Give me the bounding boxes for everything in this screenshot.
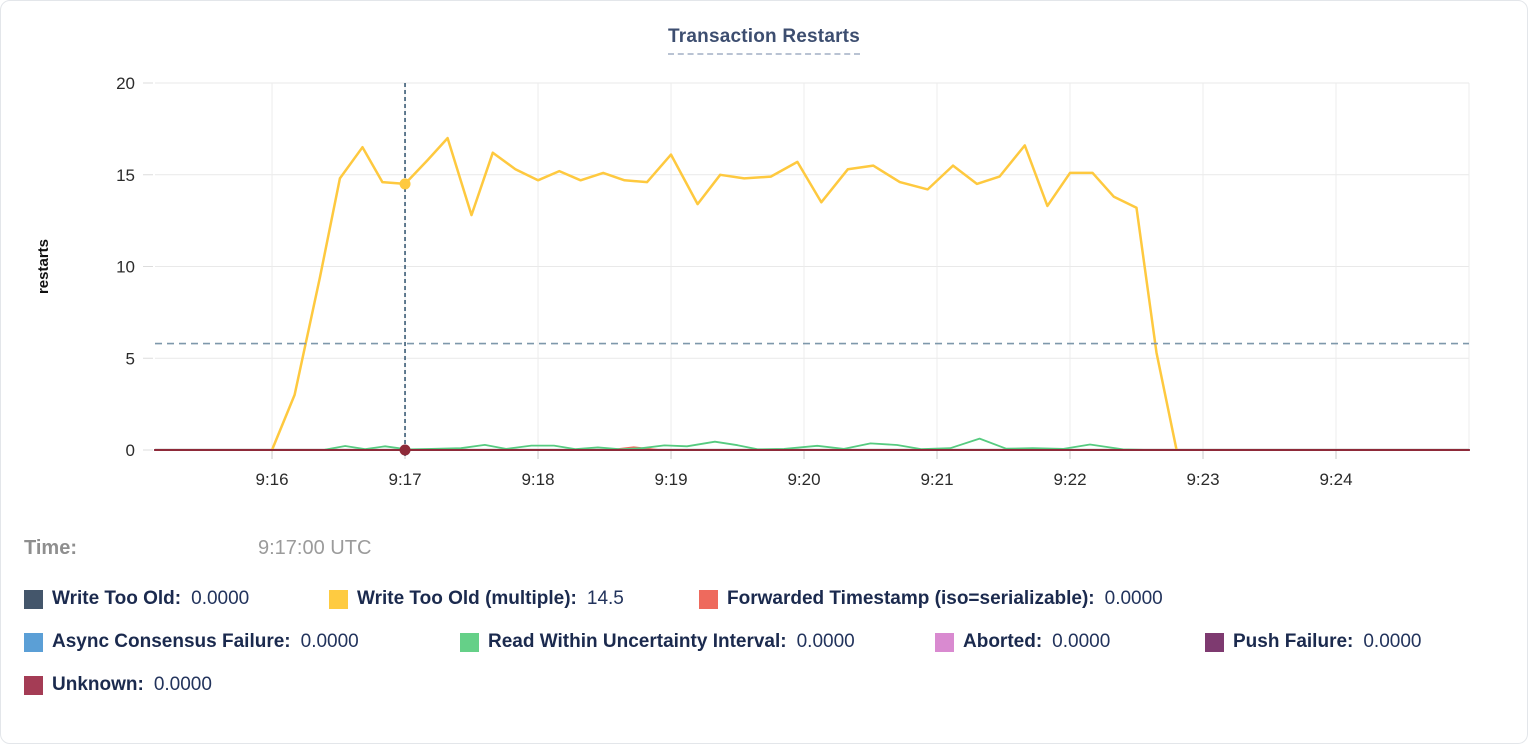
x-tick-label: 9:21 xyxy=(920,470,953,489)
legend-label: Async Consensus Failure: xyxy=(52,631,291,652)
legend-swatch xyxy=(1205,632,1224,652)
tooltip-time-label: Time: xyxy=(24,537,77,559)
legend-value: 0.0000 xyxy=(1052,631,1111,652)
tooltip-time-value: 9:17:00 UTC xyxy=(258,537,372,559)
legend-item-aborted: Aborted: 0.0000 xyxy=(935,631,1205,653)
y-tick-label: 20 xyxy=(116,74,135,93)
chart-title-text[interactable]: Transaction Restarts xyxy=(668,26,860,55)
legend-value: 0.0000 xyxy=(796,631,855,652)
legend-swatch xyxy=(24,632,43,652)
y-tick-label: 0 xyxy=(126,441,135,460)
legend-label: Unknown: xyxy=(52,674,144,695)
legend-value: 14.5 xyxy=(586,588,624,609)
x-tick-label: 9:16 xyxy=(255,470,288,489)
series-line-write-too-old-multiple- xyxy=(270,136,1178,452)
legend-value: 0.0000 xyxy=(191,588,250,609)
legend-value: 0.0000 xyxy=(1363,631,1422,652)
x-tick-label: 9:22 xyxy=(1053,470,1086,489)
chart-title: Transaction Restarts xyxy=(0,26,1528,55)
transaction-restarts-chart[interactable]: 0 5 10 15 20 9:16 9:17 9:18 9:19 9:20 9:21 9:22 9:23… xyxy=(0,55,1528,525)
legend-row: Write Too Old: 0.0000 Write Too Old (mul… xyxy=(24,588,1514,610)
legend-swatch xyxy=(24,589,43,609)
legend-swatch xyxy=(329,589,348,609)
legend-item-write-too-old: Write Too Old: 0.0000 xyxy=(24,588,329,610)
legend-value: 0.0000 xyxy=(1104,588,1163,609)
legend-label: Push Failure: xyxy=(1233,631,1354,652)
legend-item-unknown: Unknown: 0.0000 xyxy=(24,674,212,696)
x-tick-label: 9:18 xyxy=(521,470,554,489)
tooltip-time-row: Time: 9:17:00 UTC xyxy=(24,537,624,563)
legend-value: 0.0000 xyxy=(153,674,212,695)
x-tick-label: 9:24 xyxy=(1319,470,1352,489)
legend-row: Unknown: 0.0000 xyxy=(24,674,1514,696)
cursor-dot-unknown xyxy=(399,444,411,456)
y-tick-label: 15 xyxy=(116,166,135,185)
legend-label: Read Within Uncertainty Interval: xyxy=(488,631,787,652)
chart-legend: Write Too Old: 0.0000 Write Too Old (mul… xyxy=(24,588,1514,717)
legend-label: Write Too Old: xyxy=(52,588,182,609)
y-axis-label: restarts xyxy=(35,239,52,294)
legend-swatch xyxy=(935,632,954,652)
legend-value: 0.0000 xyxy=(300,631,359,652)
x-tick-label: 9:17 xyxy=(388,470,421,489)
legend-item-forwarded-timestamp: Forwarded Timestamp (iso=serializable): … xyxy=(699,588,1163,610)
legend-item-async-consensus-failure: Async Consensus Failure: 0.0000 xyxy=(24,631,460,653)
y-tick-label: 10 xyxy=(116,258,135,277)
legend-swatch xyxy=(24,675,43,695)
x-tick-label: 9:23 xyxy=(1186,470,1219,489)
legend-row: Async Consensus Failure: 0.0000 Read Wit… xyxy=(24,631,1514,653)
cursor-dot-write-too-old-multiple- xyxy=(399,178,411,190)
legend-label: Write Too Old (multiple): xyxy=(357,588,577,609)
x-tick-label: 9:19 xyxy=(654,470,687,489)
y-tick-label: 5 xyxy=(126,349,135,368)
legend-item-push-failure: Push Failure: 0.0000 xyxy=(1205,631,1421,653)
series-line-read-within-uncertainty-interval xyxy=(324,437,1148,451)
legend-swatch xyxy=(699,589,718,609)
legend-item-write-too-old-multiple: Write Too Old (multiple): 14.5 xyxy=(329,588,699,610)
x-tick-label: 9:20 xyxy=(787,470,820,489)
legend-swatch xyxy=(460,632,479,652)
legend-label: Forwarded Timestamp (iso=serializable): xyxy=(727,588,1095,609)
legend-item-read-within-uncertainty: Read Within Uncertainty Interval: 0.0000 xyxy=(460,631,935,653)
legend-label: Aborted: xyxy=(963,631,1043,652)
